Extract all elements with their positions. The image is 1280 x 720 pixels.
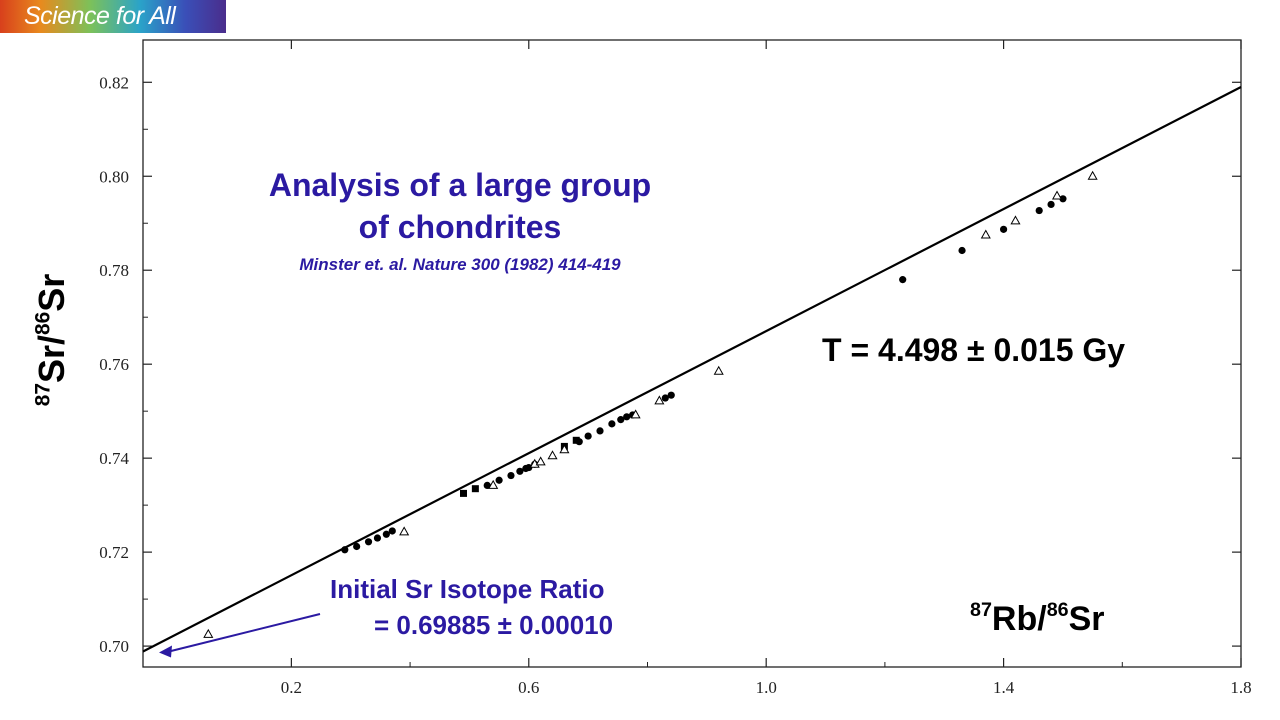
data-point-square [471,485,479,493]
x-tick-label: 1.0 [756,678,777,697]
isochron-line-group [142,86,1242,653]
x-tick-label: 0.2 [281,678,302,697]
chart-title-line-1: Analysis of a large group [268,167,652,203]
data-point-circle [596,427,604,435]
x-tick-label: 1.8 [1230,678,1251,697]
data-points-group [203,170,1098,638]
data-point-circle [999,225,1008,233]
data-point-triangle [488,479,499,489]
y-axis-label: 87Sr/86Sr [31,274,73,407]
data-point-square [572,436,580,444]
x-tick-label: 1.4 [993,678,1015,697]
data-point-circle [1059,195,1067,203]
initial-ratio-value: = 0.69885 ± 0.00010 [374,610,614,640]
initial-ratio-arrow-head [159,645,172,658]
data-point-triangle [559,444,570,454]
y-tick-label: 0.78 [99,261,129,280]
y-axis-label-iso-b: 86 [31,311,55,335]
data-point-circle [341,546,349,554]
citation: Minster et. al. Nature 300 (1982) 414-41… [299,255,621,274]
initial-ratio-label: Initial Sr Isotope Ratio [330,574,605,604]
science-for-all-logo: Science for All [0,0,226,33]
data-point-square [459,489,467,497]
y-tick-label: 0.70 [99,637,129,656]
data-point-circle [507,471,515,480]
data-point-triangle [1087,170,1098,180]
data-point-circle [388,527,396,535]
y-tick-label: 0.74 [99,449,129,468]
data-point-circle [667,391,675,399]
data-point-triangle [535,456,546,466]
data-point-circle [373,534,382,542]
data-point-triangle [630,409,641,419]
data-point-circle [1047,200,1055,209]
data-point-circle [958,246,966,255]
data-point-circle [525,463,533,472]
x-axis-label: 87Rb/86Sr [970,600,1105,639]
age-annotation: T = 4.498 ± 0.015 Gy [822,332,1126,368]
data-point-circle [353,542,361,551]
data-point-triangle [1051,190,1063,200]
data-point-triangle [713,365,724,375]
plot-frame [142,39,1242,668]
data-point-triangle [547,450,558,460]
data-point-circle [584,432,592,440]
data-point-triangle [203,628,214,638]
data-point-triangle [399,526,410,536]
x-axis-label-el-a: Rb/ [991,600,1047,638]
initial-ratio-arrow-line [168,613,321,653]
axis-ticks-group: 0.2 0.6 1.0 1.4 1.8 0.70 0.72 0.74 0.76 0.78 0.80 0… [99,40,1252,697]
y-axis-label-el-b: Sr [31,273,72,312]
y-tick-label: 0.76 [99,355,129,374]
data-point-circle [516,467,524,475]
data-point-circle [1035,206,1043,215]
data-point-triangle [654,395,665,405]
chart-title-line-2: of chondrites [358,209,562,245]
y-axis-label-el-a: Sr/ [31,335,72,384]
data-point-circle [623,413,631,421]
data-point-circle [617,416,625,424]
data-point-circle [495,476,503,484]
x-axis-label-iso-a: 87 [970,599,992,622]
data-point-triangle [980,229,991,239]
isochron-line [142,86,1242,653]
x-tick-label: 0.6 [518,678,539,697]
y-axis-label-iso-a: 87 [31,383,55,407]
data-point-circle [382,530,390,538]
arrow-group [159,613,321,658]
plot-frame-group [142,39,1242,668]
chart-title: Analysis of a large group of chondrites [200,164,720,248]
x-axis-label-iso-b: 86 [1046,599,1069,622]
y-tick-label: 0.82 [99,73,129,92]
data-point-circle [899,276,907,284]
data-point-circle [608,420,616,428]
data-point-circle [364,538,373,546]
x-axis-label-el-b: Sr [1068,600,1105,638]
y-tick-label: 0.72 [99,543,129,562]
y-tick-label: 0.80 [99,167,129,186]
data-point-circle [483,481,491,490]
data-point-circle [661,394,669,402]
data-point-triangle [1010,215,1021,225]
